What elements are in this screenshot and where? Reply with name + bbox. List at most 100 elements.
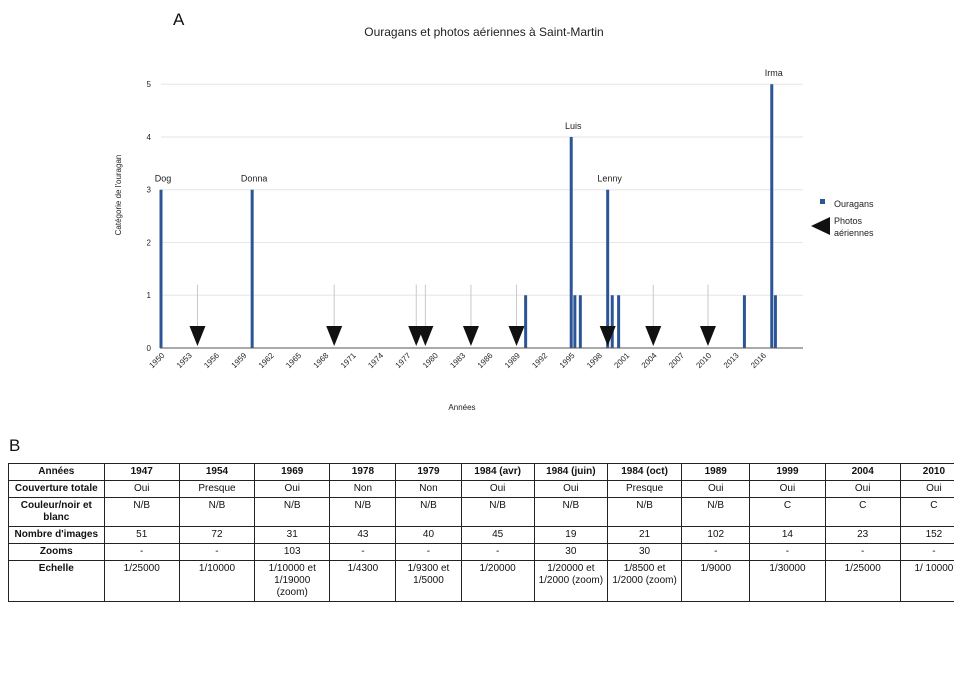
table-row: Années 1947 1954 1969 1978 1979 1984 (avr) 1984… bbox=[8, 463, 954, 481]
table-cell: - bbox=[178, 543, 256, 561]
table-cell: 1/10000 bbox=[178, 560, 256, 602]
x-tick-label: 1992 bbox=[530, 351, 549, 370]
hurricane-bar bbox=[610, 295, 614, 348]
table-cell: 1979 bbox=[395, 463, 462, 481]
table-cell: 1/20000 et 1/2000 (zoom) bbox=[533, 560, 608, 602]
y-axis-ticks: 0 1 2 3 4 5 bbox=[147, 80, 152, 353]
x-tick-label: 1998 bbox=[585, 351, 604, 370]
table-cell: - bbox=[824, 543, 901, 561]
photo-stems bbox=[196, 284, 709, 326]
table-cell: N/B bbox=[103, 497, 180, 527]
x-axis-label: Années bbox=[448, 403, 475, 412]
x-tick-label: 1989 bbox=[503, 351, 522, 370]
table-cell: Non bbox=[329, 480, 397, 498]
photo-arrow bbox=[326, 326, 343, 346]
hurricane-label: Irma bbox=[765, 68, 783, 78]
photo-table-container: Années 1947 1954 1969 1978 1979 1984 (avr) 1984… bbox=[8, 463, 954, 689]
table-cell: 40 bbox=[395, 526, 462, 544]
table-cell: 1989 bbox=[681, 463, 751, 481]
photo-arrows bbox=[189, 326, 716, 346]
y-tick-label: 3 bbox=[147, 186, 152, 195]
legend-ouragans-swatch bbox=[820, 199, 825, 204]
table-cell: 23 bbox=[824, 526, 901, 544]
table-cell: 1/25000 bbox=[103, 560, 180, 602]
row-header: Couverture totale bbox=[8, 480, 105, 498]
table-cell: - bbox=[899, 543, 954, 561]
table-cell: - bbox=[749, 543, 826, 561]
x-tick-label: 1977 bbox=[394, 351, 413, 370]
table-cell: Oui bbox=[749, 480, 826, 498]
table-cell: 1/8500 et 1/2000 (zoom) bbox=[606, 560, 683, 602]
hurricane-bar bbox=[569, 136, 573, 348]
hurricane-label: Luis bbox=[565, 121, 582, 131]
x-tick-label: 1986 bbox=[476, 351, 495, 370]
photo-arrow bbox=[645, 326, 662, 346]
legend-photos-label: Photos aériennes bbox=[834, 216, 874, 238]
table-row: Nombre d'images 51 72 31 43 40 45 19 21 102 14 23 15… bbox=[8, 526, 954, 544]
x-tick-label: 2013 bbox=[722, 351, 741, 370]
table-cell: C bbox=[749, 497, 826, 527]
table-cell: 1/20000 bbox=[460, 560, 535, 602]
hurricane-bar bbox=[578, 295, 582, 348]
table-cell: Non bbox=[395, 480, 462, 498]
hurricane-label: Donna bbox=[241, 174, 268, 184]
x-tick-label: 1953 bbox=[175, 351, 194, 370]
table-cell: Oui bbox=[899, 480, 954, 498]
table-cell: Oui bbox=[460, 480, 535, 498]
table-cell: N/B bbox=[178, 497, 256, 527]
hurricane-bar bbox=[573, 295, 577, 348]
table-cell: 1/10000 et 1/19000 (zoom) bbox=[254, 560, 331, 602]
hurricane-bar bbox=[250, 189, 254, 348]
table-cell: 30 bbox=[606, 543, 683, 561]
table-cell: - bbox=[329, 543, 397, 561]
table-cell: 30 bbox=[533, 543, 608, 561]
table-cell: 103 bbox=[254, 543, 331, 561]
y-axis-label: Catégorie de l'ouragan bbox=[114, 155, 123, 236]
hurricane-bar bbox=[773, 295, 777, 348]
table-cell: Oui bbox=[254, 480, 331, 498]
hurricane-bar bbox=[524, 295, 528, 348]
table-cell: N/B bbox=[533, 497, 608, 527]
y-tick-label: 1 bbox=[147, 291, 152, 300]
table-cell: N/B bbox=[254, 497, 331, 527]
table-cell: - bbox=[103, 543, 180, 561]
x-tick-label: 2007 bbox=[667, 351, 686, 370]
table-cell: 1999 bbox=[749, 463, 826, 481]
table-cell: 1/4300 bbox=[329, 560, 397, 602]
table-cell: 1/25000 bbox=[824, 560, 901, 602]
table-cell: 1978 bbox=[329, 463, 397, 481]
x-tick-label: 1983 bbox=[448, 351, 467, 370]
table-cell: Presque bbox=[178, 480, 256, 498]
table-row: Couleur/noir et blanc N/B N/B N/B N/B N/B N/B N… bbox=[8, 497, 954, 527]
x-tick-label: 2010 bbox=[694, 351, 713, 370]
table-cell: 1984 (juin) bbox=[533, 463, 608, 481]
row-header: Echelle bbox=[8, 560, 105, 602]
table-cell: 1/ 10000 bbox=[899, 560, 954, 602]
x-tick-label: 1965 bbox=[284, 351, 303, 370]
table-cell: 102 bbox=[681, 526, 751, 544]
photo-arrow bbox=[699, 326, 716, 346]
table-cell: 72 bbox=[178, 526, 256, 544]
table-row: Echelle 1/25000 1/10000 1/10000 et 1/19000 … bbox=[8, 560, 954, 602]
table-cell: N/B bbox=[606, 497, 683, 527]
photo-arrow bbox=[462, 326, 479, 346]
table-cell: 2004 bbox=[824, 463, 901, 481]
table-row: Couverture totale Oui Presque Oui Non Non Oui O… bbox=[8, 480, 954, 498]
hurricane-bar bbox=[617, 295, 621, 348]
legend-photos-arrow bbox=[811, 217, 830, 235]
aerial-photo-table: Années 1947 1954 1969 1978 1979 1984 (avr) 1984… bbox=[8, 463, 954, 602]
hurricane-bar bbox=[606, 189, 610, 348]
legend-photos-label-line: aériennes bbox=[834, 228, 874, 238]
hurricane-photo-chart: Ouragans et photos aériennes à Saint-Mar… bbox=[114, 25, 874, 412]
x-tick-label: 1950 bbox=[147, 351, 166, 370]
x-axis-ticks: 1950 1953 1956 1959 1962 1965 1968 1971 1974 1977… bbox=[147, 351, 768, 370]
table-cell: 1954 bbox=[178, 463, 256, 481]
x-tick-label: 2001 bbox=[612, 351, 631, 370]
y-tick-label: 5 bbox=[147, 80, 152, 89]
table-cell: Presque bbox=[606, 480, 683, 498]
table-cell: - bbox=[395, 543, 462, 561]
table-cell: 43 bbox=[329, 526, 397, 544]
hurricane-label: Dog bbox=[155, 174, 172, 184]
hurricane-bar bbox=[770, 84, 774, 348]
panel-b-label: B bbox=[9, 436, 21, 455]
